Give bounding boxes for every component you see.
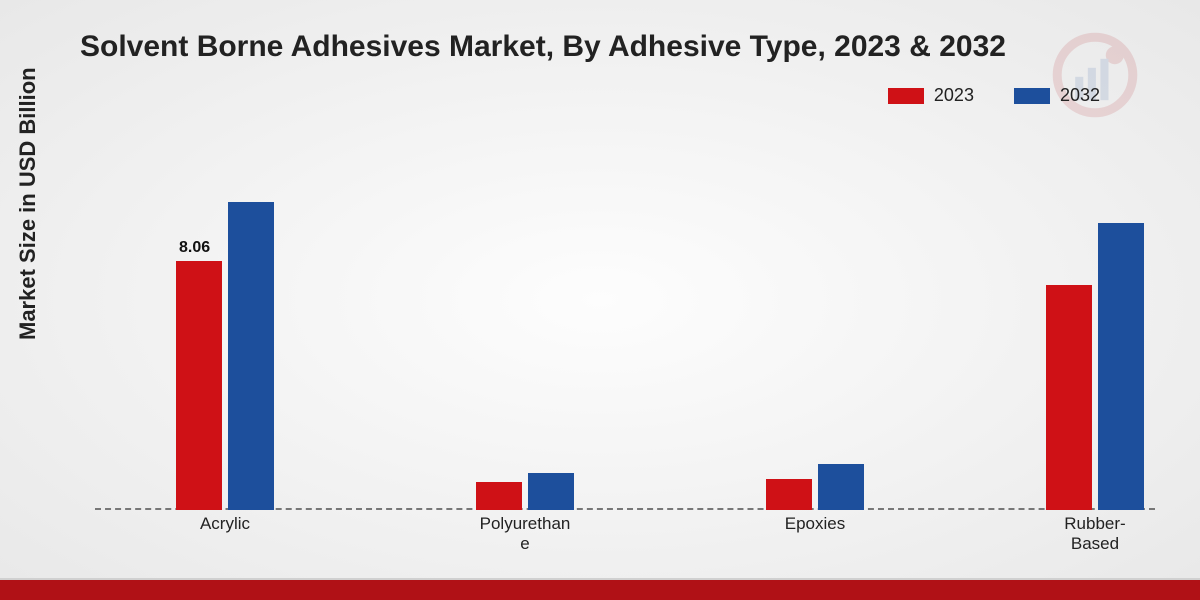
bar-acrylic-2032 bbox=[228, 202, 274, 510]
x-axis-ticks: Acrylic Polyurethane Epoxies Rubber-Base… bbox=[95, 514, 1155, 564]
chart-container: Solvent Borne Adhesives Market, By Adhes… bbox=[0, 0, 1200, 600]
legend-swatch-2032 bbox=[1014, 88, 1050, 104]
bar-group-polyurethane bbox=[476, 473, 574, 510]
xtick-acrylic: Acrylic bbox=[165, 514, 285, 534]
bar-rubber-2023 bbox=[1046, 285, 1092, 510]
plot-area: 8.06 bbox=[95, 140, 1155, 510]
legend-label-2032: 2032 bbox=[1060, 85, 1100, 106]
bar-acrylic-2023 bbox=[176, 261, 222, 510]
chart-title: Solvent Borne Adhesives Market, By Adhes… bbox=[80, 30, 1006, 64]
legend-label-2023: 2023 bbox=[934, 85, 974, 106]
footer-bar bbox=[0, 580, 1200, 600]
legend-item-2032: 2032 bbox=[1014, 85, 1100, 106]
xtick-epoxies: Epoxies bbox=[755, 514, 875, 534]
bar-group-rubber-based bbox=[1046, 223, 1144, 510]
bar-epoxies-2032 bbox=[818, 464, 864, 510]
bar-epoxies-2023 bbox=[766, 479, 812, 510]
bar-group-acrylic: 8.06 bbox=[176, 202, 274, 510]
bar-value-label-acrylic: 8.06 bbox=[179, 239, 210, 257]
legend: 2023 2032 bbox=[888, 85, 1100, 106]
bar-polyurethane-2032 bbox=[528, 473, 574, 510]
bar-group-epoxies bbox=[766, 464, 864, 510]
xtick-rubber-based: Rubber-Based bbox=[1035, 514, 1155, 553]
legend-swatch-2023 bbox=[888, 88, 924, 104]
y-axis-label: Market Size in USD Billion bbox=[15, 67, 41, 340]
bar-rubber-2032 bbox=[1098, 223, 1144, 510]
legend-item-2023: 2023 bbox=[888, 85, 974, 106]
bar-polyurethane-2023 bbox=[476, 482, 522, 510]
xtick-polyurethane: Polyurethane bbox=[465, 514, 585, 553]
watermark-logo-icon bbox=[1050, 30, 1140, 120]
